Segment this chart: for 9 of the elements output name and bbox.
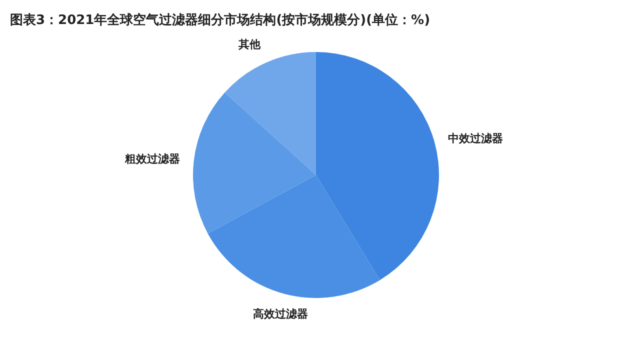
pie-slice (208, 175, 380, 298)
pie-slice (193, 92, 316, 234)
pie-slice (316, 52, 439, 280)
slice-label: 其他 (237, 38, 262, 51)
slice-label: 中效过滤器 (448, 132, 503, 146)
slice-label: 粗效过滤器 (124, 152, 180, 166)
slice-label: 高效过滤器 (252, 307, 308, 320)
pie-slice (224, 52, 316, 175)
chart-title: 图表3：2021年全球空气过滤器细分市场结构(按市场规模分)(单位：%) (10, 12, 430, 28)
